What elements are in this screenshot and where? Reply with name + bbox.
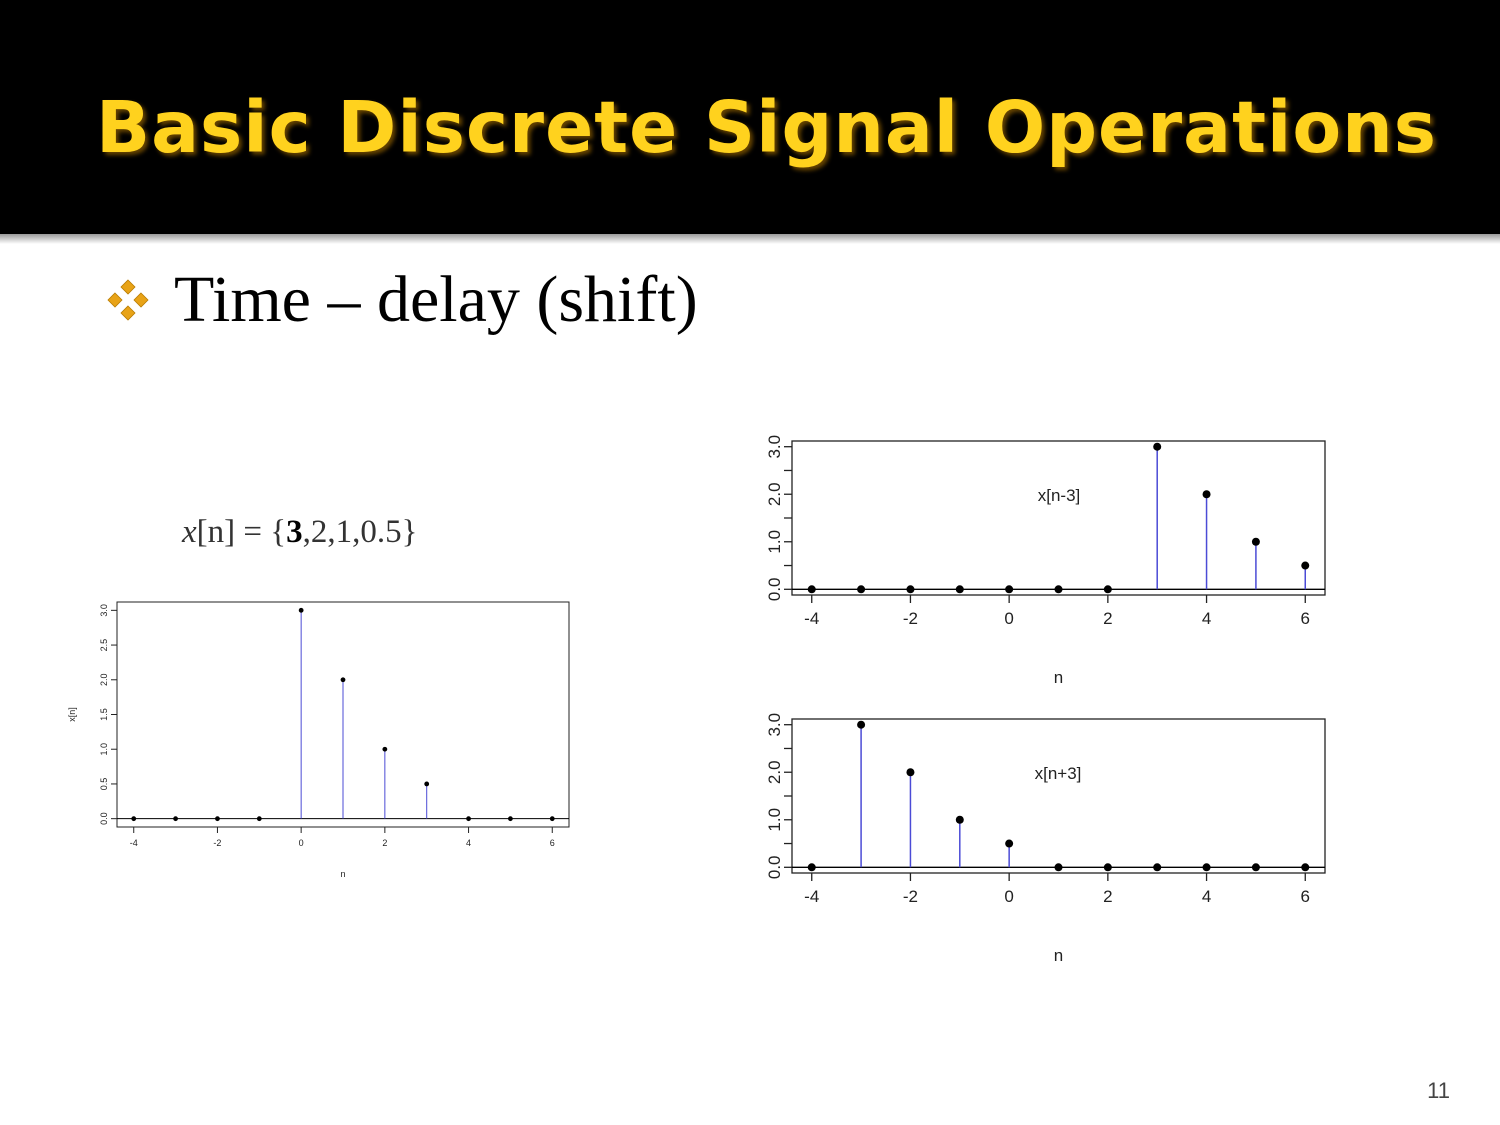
data-point	[1251, 863, 1260, 872]
series-annotation: x[n+3]	[1035, 764, 1082, 783]
y-tick-label: 0.0	[99, 812, 109, 825]
data-point	[906, 585, 915, 594]
plot-frame	[791, 440, 1326, 596]
stem-plot-original: -4 -2 0 2 4 6 0.0 0.5 1.0 1.5 2.0 2.5 3.0 n x[n]	[67, 601, 570, 879]
x-axis-label: n	[340, 869, 345, 879]
x-tick-label: 2	[382, 838, 387, 848]
data-point	[215, 816, 220, 822]
plot-frame	[791, 718, 1326, 874]
y-tick-label: 1.0	[99, 743, 109, 756]
x-tick-label: 4	[466, 838, 471, 848]
data-point	[298, 607, 304, 613]
data-point	[549, 816, 555, 822]
title-divider	[0, 234, 1500, 244]
formula-open-brace: {	[270, 514, 287, 550]
y-tick-label: 1.0	[765, 530, 784, 554]
x-tick-label: -2	[903, 609, 918, 628]
y-tick-label: 2.0	[765, 482, 784, 506]
formula-equals: =	[235, 514, 271, 550]
x-tick-label: 4	[1202, 609, 1211, 628]
y-tick-label: 3.0	[765, 713, 784, 737]
data-point	[1054, 585, 1063, 594]
x-tick-label: 6	[1301, 609, 1310, 628]
data-point	[382, 746, 388, 752]
y-tick-label: 0.0	[765, 855, 784, 879]
data-point	[1103, 585, 1112, 594]
formula-arg: [n]	[196, 514, 236, 550]
data-point	[1251, 537, 1260, 546]
x-tick-label: 2	[1103, 887, 1112, 906]
formula-rest-values: ,2,1,0.5	[302, 514, 402, 550]
data-point	[1301, 561, 1310, 570]
data-point	[1103, 863, 1112, 872]
data-point	[131, 816, 137, 822]
bullet-text: Time – delay (shift)	[174, 263, 698, 336]
data-point	[906, 768, 915, 777]
data-point	[807, 585, 816, 594]
y-tick-label: 3.0	[765, 435, 784, 459]
x-tick-label: 0	[299, 838, 304, 848]
data-point	[466, 816, 471, 822]
x-tick-label: 0	[1004, 887, 1013, 906]
stem-plot-delayed: -4 -2 0 2 4 6 0.0 1.0 2.0 3.0 n x[n-3]	[765, 435, 1326, 687]
series-annotation: x[n-3]	[1038, 486, 1081, 505]
x-tick-label: -4	[804, 887, 819, 906]
data-point	[955, 815, 964, 824]
x-tick-label: -4	[804, 609, 819, 628]
data-point	[1153, 863, 1162, 872]
y-tick-label: 0.5	[99, 778, 109, 791]
x-axis-label: n	[1054, 946, 1063, 965]
data-point	[1005, 585, 1014, 594]
data-point	[955, 585, 964, 594]
data-point	[1202, 490, 1211, 499]
y-tick-label: 3.0	[99, 604, 109, 617]
y-tick-label: 2.0	[99, 674, 109, 687]
stem-plot-advanced: -4 -2 0 2 4 6 0.0 1.0 2.0 3.0 n x[n+3]	[765, 713, 1326, 965]
y-tick-label: 0.0	[765, 577, 784, 601]
x-tick-label: 0	[1004, 609, 1013, 628]
x-tick-label: 2	[1103, 609, 1112, 628]
formula-origin-value: 3	[286, 514, 303, 550]
data-point	[857, 720, 866, 729]
data-point	[1054, 863, 1063, 872]
x-tick-label: -4	[130, 838, 138, 848]
data-point	[1005, 839, 1014, 848]
page-number: 11	[1427, 1078, 1450, 1103]
slide-title: Basic Discrete Signal Operations	[96, 86, 1437, 169]
y-tick-label: 2.5	[99, 639, 109, 652]
x-axis-label: n	[1054, 668, 1063, 687]
x-tick-label: 6	[550, 838, 555, 848]
formula-close-brace: }	[401, 514, 418, 550]
x-tick-label: 4	[1202, 887, 1211, 906]
formula-lhs: x	[182, 514, 197, 550]
data-point	[424, 781, 430, 787]
data-point	[807, 863, 816, 872]
x-tick-label: 6	[1301, 887, 1310, 906]
title-bar	[0, 0, 1500, 234]
data-point	[857, 585, 866, 594]
data-point	[340, 677, 346, 683]
y-tick-label: 1.0	[765, 808, 784, 832]
data-point	[1301, 863, 1310, 872]
data-point	[1153, 442, 1162, 451]
x-tick-label: -2	[213, 838, 221, 848]
four-diamond-bullet-icon	[107, 279, 149, 321]
y-axis-label: x[n]	[67, 707, 77, 722]
data-point	[256, 816, 262, 822]
y-tick-label: 1.5	[99, 708, 109, 721]
data-point	[508, 816, 513, 822]
x-tick-label: -2	[903, 887, 918, 906]
data-point	[1202, 863, 1211, 872]
y-tick-label: 2.0	[765, 760, 784, 784]
data-point	[173, 816, 178, 822]
signal-definition-formula: x[n] = {3,2,1,0.5}	[182, 514, 417, 551]
